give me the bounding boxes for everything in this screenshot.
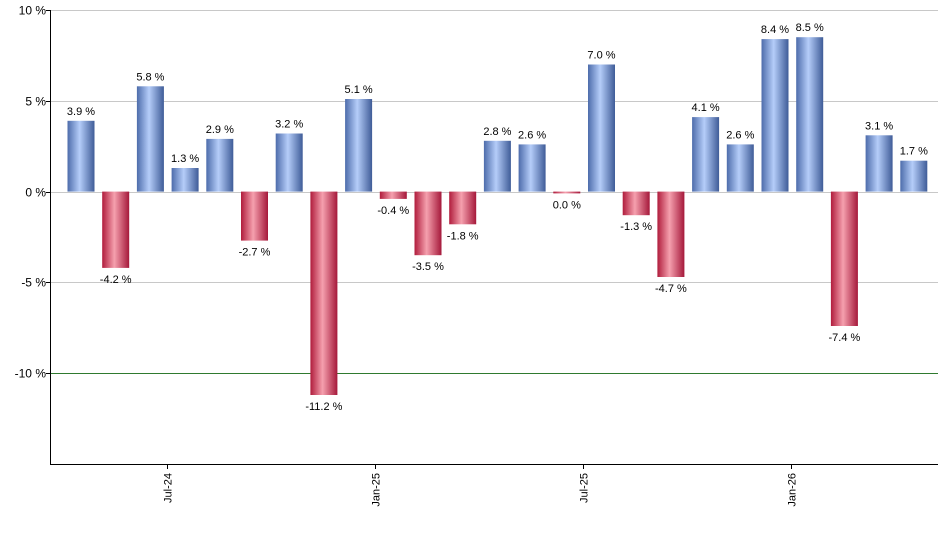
data-label: -11.2 %: [305, 401, 342, 413]
labels: 10 % 5 % 0 % -5 % -10 % 3.9 % -4.2 % 5.8 % 1.3 %…: [15, 4, 928, 507]
y-tick-label: -5 %: [21, 276, 46, 290]
data-label: 3.2 %: [275, 119, 303, 131]
bar: [345, 99, 373, 192]
bar: [518, 144, 546, 192]
data-label: 3.1 %: [865, 120, 893, 132]
grid-lines: [50, 10, 938, 374]
data-label: 7.0 %: [587, 50, 615, 62]
data-label: -4.2 %: [100, 274, 132, 286]
data-label: 4.1 %: [692, 102, 720, 114]
bar: [449, 191, 477, 225]
bar: [241, 191, 268, 241]
bar: [275, 133, 303, 192]
data-label: -1.8 %: [447, 230, 479, 242]
data-label: 0.0 %: [553, 199, 581, 211]
bar: [102, 191, 130, 268]
data-label: 8.5 %: [796, 22, 824, 34]
bar: [796, 37, 824, 192]
data-label: -0.4 %: [377, 205, 409, 217]
data-label: 8.4 %: [761, 24, 789, 36]
y-tick-label: 5 %: [25, 95, 46, 109]
y-tick-label: 10 %: [19, 4, 47, 18]
data-label: 2.9 %: [206, 124, 234, 136]
data-label: -3.5 %: [412, 261, 444, 273]
x-tick-label: Jul-25: [579, 473, 591, 503]
data-label: 5.1 %: [345, 84, 373, 96]
bar: [136, 86, 164, 192]
bars: [67, 37, 928, 395]
bar: [865, 135, 893, 192]
bar: [657, 191, 685, 277]
bar: [692, 117, 720, 192]
data-label: 3.9 %: [67, 106, 95, 118]
x-tick-label: Jul-24: [163, 473, 175, 503]
axes: [46, 10, 938, 469]
bar: [761, 39, 789, 192]
x-tick-label: Jan-25: [371, 473, 383, 507]
y-tick-label: -10 %: [15, 367, 47, 381]
data-label: -2.7 %: [239, 247, 271, 259]
data-label: 2.8 %: [483, 126, 511, 138]
bar: [171, 168, 199, 192]
data-label: 2.6 %: [726, 129, 754, 141]
x-tick-label: Jan-26: [787, 473, 799, 507]
bar: [310, 191, 338, 395]
bar: [553, 191, 581, 194]
bar: [483, 140, 511, 192]
data-label: -1.3 %: [620, 221, 652, 233]
bar: [726, 144, 754, 192]
bar: [622, 191, 650, 216]
bar: [830, 191, 858, 326]
data-label: 5.8 %: [136, 71, 164, 83]
data-label: 2.6 %: [518, 129, 546, 141]
bar: [206, 138, 234, 192]
data-label: -7.4 %: [829, 332, 861, 344]
bar: [67, 120, 95, 192]
data-label: -4.7 %: [655, 283, 687, 295]
bar: [379, 191, 407, 199]
data-label: 1.3 %: [171, 153, 199, 165]
bar: [414, 191, 442, 256]
data-label: 1.7 %: [900, 146, 928, 158]
bar: [588, 64, 615, 192]
y-tick-label: 0 %: [25, 186, 46, 200]
bar: [900, 160, 928, 192]
